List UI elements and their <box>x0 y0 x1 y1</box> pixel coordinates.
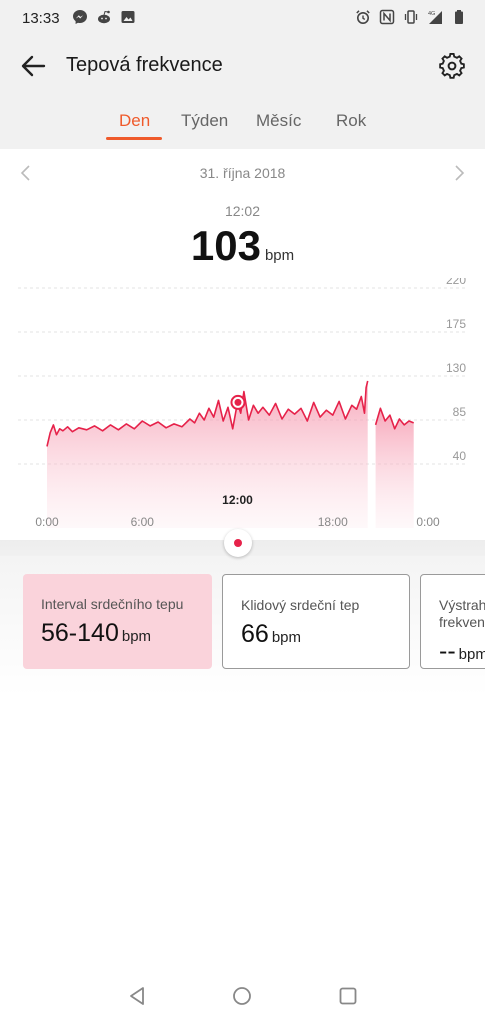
selected-point <box>234 398 242 406</box>
y-tick-label: 130 <box>446 361 466 375</box>
card-unit: bpm <box>121 628 152 645</box>
status-right-icons: 4G <box>355 9 467 25</box>
x-tick-label: 0:00 <box>416 515 440 529</box>
vibrate-icon <box>404 10 418 24</box>
nfc-icon <box>379 9 395 25</box>
heart-rate-line <box>46 380 369 447</box>
heart-rate-area <box>375 408 414 528</box>
status-left-icons <box>72 9 136 25</box>
period-tabs: Den Týden Měsíc Rok <box>0 94 485 149</box>
tab-day[interactable]: Den <box>119 111 151 130</box>
card-value: -- bpm <box>439 637 485 666</box>
x-tick-label: 0:00 <box>35 515 59 529</box>
card-value-number: 66 <box>241 620 269 648</box>
card-value-number: -- <box>439 637 456 665</box>
app-bar: Tepová frekvence <box>0 38 485 94</box>
x-tick-label: 18:00 <box>318 515 348 529</box>
y-tick-label: 85 <box>453 405 467 419</box>
card-value: 66 bpm <box>241 620 301 649</box>
chart-scrub-handle[interactable] <box>224 529 252 557</box>
card-label: Interval srdečního tepu <box>41 596 184 612</box>
status-bar: 13:33 4G <box>0 0 485 38</box>
battery-icon <box>455 10 463 24</box>
chevron-left-icon[interactable] <box>16 163 36 183</box>
messenger-icon <box>73 10 87 24</box>
heart-rate-chart[interactable]: 40 85 130 175 220 0:00 6:00 12:00 18:00 0:00 <box>0 278 485 540</box>
tab-week[interactable]: Týden <box>181 111 229 130</box>
reading-value: 103 <box>190 222 261 269</box>
tab-year[interactable]: Rok <box>336 111 367 130</box>
page-title: Tepová frekvence <box>66 54 223 76</box>
network-label: 4G <box>428 11 435 17</box>
scrub-dot <box>234 539 242 547</box>
card-unit: bpm <box>458 646 485 663</box>
date-navigation: 31. října 2018 <box>0 149 485 197</box>
y-tick-label: 175 <box>446 317 466 331</box>
card-value: 56-140 bpm <box>41 619 151 648</box>
reddit-icon <box>98 10 110 24</box>
card-label: Klidový srdeční tep <box>241 597 360 613</box>
heart-rate-area <box>47 380 368 528</box>
card-label: Výstrah frekven <box>439 597 485 630</box>
chevron-right-icon[interactable] <box>449 163 469 183</box>
tab-active-indicator <box>106 137 162 140</box>
status-time: 13:33 <box>22 10 60 27</box>
image-icon <box>121 11 135 23</box>
reading-time: 12:02 <box>224 203 261 219</box>
card-value-number: 56-140 <box>41 619 119 647</box>
nav-back-icon[interactable] <box>125 984 149 1008</box>
card-unit: bpm <box>271 629 301 646</box>
y-tick-label: 220 <box>446 278 466 287</box>
y-tick-label: 40 <box>453 449 467 463</box>
arrow-left-icon[interactable] <box>18 51 48 81</box>
nav-home-icon[interactable] <box>230 984 254 1008</box>
card-resting-heart-rate[interactable]: Klidový srdeční tep 66 bpm <box>222 574 410 669</box>
selected-time-label: 12:00 <box>222 493 253 507</box>
reading-unit: bpm <box>264 247 295 264</box>
reading: 103 bpm <box>0 222 485 270</box>
card-heart-rate-range[interactable]: Interval srdečního tepu 56-140 bpm <box>23 574 212 669</box>
system-nav-bar <box>0 970 485 1024</box>
tab-month[interactable]: Měsíc <box>256 111 302 130</box>
alarm-icon <box>356 10 370 24</box>
date-label: 31. října 2018 <box>199 165 286 181</box>
signal-4g-icon: 4G <box>428 11 442 24</box>
gear-icon[interactable] <box>437 51 467 81</box>
nav-recents-icon[interactable] <box>336 984 360 1008</box>
x-tick-label: 6:00 <box>131 515 155 529</box>
card-heart-rate-alert[interactable]: Výstrah frekven -- bpm <box>420 574 485 669</box>
heart-rate-line <box>374 407 414 430</box>
